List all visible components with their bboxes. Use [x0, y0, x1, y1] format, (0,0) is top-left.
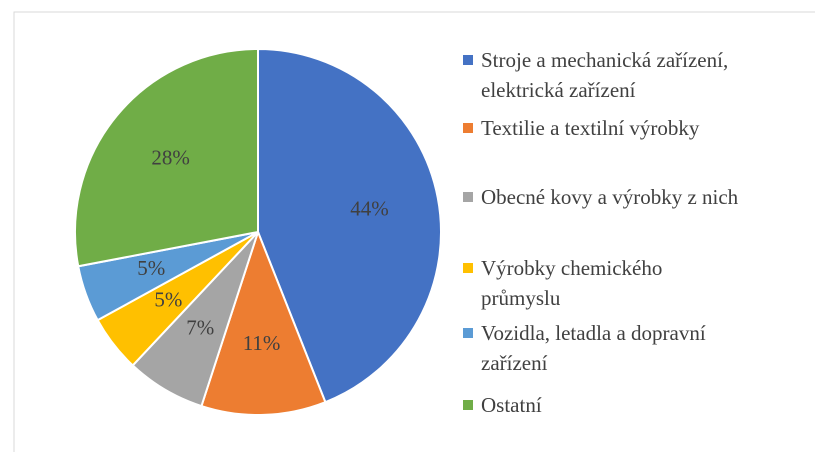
- legend-swatch: [463, 123, 473, 133]
- legend-item: Výrobky chemického průmyslu: [463, 253, 813, 313]
- pie-slice: [257, 47, 442, 404]
- legend-swatch: [463, 328, 473, 338]
- legend-label: Obecné kovy a výrobky z nich: [481, 185, 739, 209]
- pie-slice: [74, 47, 259, 268]
- data-label: 5%: [137, 256, 165, 280]
- legend-swatch: [463, 400, 473, 410]
- data-label: 11%: [243, 331, 281, 355]
- legend-swatch: [463, 55, 473, 65]
- data-label: 5%: [154, 287, 182, 311]
- data-label: 44%: [350, 197, 389, 221]
- legend-swatch: [463, 192, 473, 202]
- legend-item: Stroje a mechanická zařízení, elektrická…: [463, 45, 813, 105]
- data-label: 7%: [186, 315, 214, 339]
- legend-label: Vozidla, letadla a dopravní zařízení: [481, 321, 706, 375]
- legend-item: Obecné kovy a výrobky z nich: [463, 182, 813, 212]
- legend-item: Textilie a textilní výrobky: [463, 113, 813, 143]
- data-label: 28%: [151, 145, 190, 169]
- legend-label: Stroje a mechanická zařízení, elektrická…: [481, 48, 729, 102]
- legend-label: Ostatní: [481, 393, 542, 417]
- legend-item: Ostatní: [463, 390, 813, 420]
- legend-swatch: [463, 263, 473, 273]
- frame: [13, 11, 815, 452]
- legend-item: Vozidla, letadla a dopravní zařízení: [463, 318, 813, 378]
- pie-slice: [200, 229, 327, 416]
- legend-label: Výrobky chemického průmyslu: [481, 256, 663, 310]
- legend-label: Textilie a textilní výrobky: [481, 116, 700, 140]
